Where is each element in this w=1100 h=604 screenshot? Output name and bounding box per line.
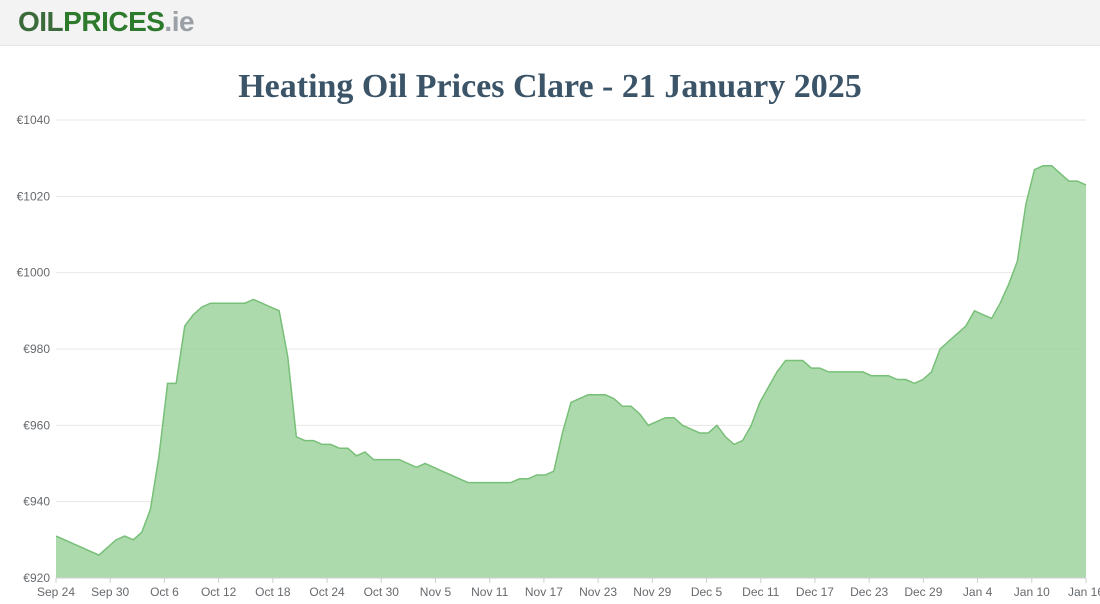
x-tick-label: Sep 24 [37,585,75,599]
y-tick-label: €1020 [17,189,51,203]
x-tick-label: Oct 24 [309,585,345,599]
logo-prices: PRICES [63,6,164,37]
chart-title: Heating Oil Prices Clare - 21 January 20… [0,68,1100,106]
price-area-chart: €920 €940 €960 €980 €1000 €1020 €1040 Sep 24 Sep… [0,114,1100,604]
y-tick-label: €980 [23,342,50,356]
x-tick-label: Oct 18 [255,585,291,599]
x-tick-label: Jan 4 [963,585,993,599]
x-tick-label: Oct 12 [201,585,237,599]
x-tick-label: Dec 29 [904,585,942,599]
x-tick-label: Sep 30 [91,585,129,599]
x-tick-label: Oct 6 [150,585,179,599]
x-tick-label: Dec 5 [691,585,723,599]
x-tick-label: Dec 11 [742,585,779,599]
x-tick-label: Nov 23 [579,585,617,599]
x-tick-label: Nov 5 [420,585,452,599]
y-tick-label: €1000 [17,266,51,280]
x-tick-label: Jan 10 [1014,585,1050,599]
logo-oil: OIL [18,6,63,37]
y-tick-label: €960 [23,418,50,432]
y-tick-label: €940 [23,495,50,509]
x-tick-label: Oct 30 [364,585,400,599]
site-logo[interactable]: OILPRICES.ie [18,6,194,37]
header-bar: OILPRICES.ie [0,0,1100,46]
y-tick-label: €920 [23,571,50,585]
x-tick-label: Nov 11 [471,585,508,599]
chart-svg: €920 €940 €960 €980 €1000 €1020 €1040 Sep 24 Sep… [0,114,1100,604]
x-tick-label: Jan 16 [1068,585,1100,599]
x-tick-label: Nov 17 [525,585,563,599]
y-tick-label: €1040 [17,114,51,127]
x-tick-label: Nov 29 [633,585,671,599]
x-tick-label: Dec 23 [850,585,888,599]
logo-ie: .ie [164,6,194,37]
x-tick-label: Dec 17 [796,585,834,599]
